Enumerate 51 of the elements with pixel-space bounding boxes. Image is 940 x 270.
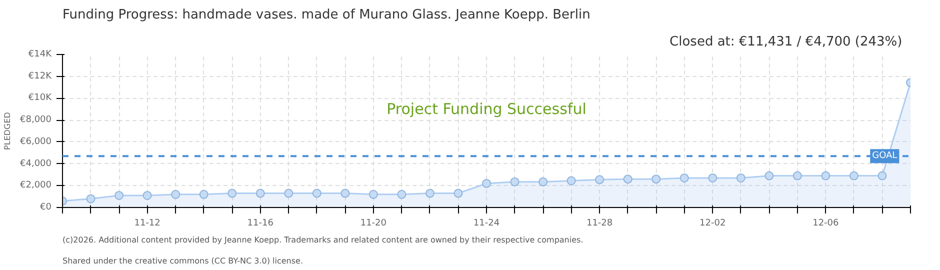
- point: [199, 190, 208, 199]
- point: [454, 188, 463, 198]
- point: [708, 174, 718, 182]
- x-tick-label: 11-12: [134, 218, 160, 228]
- x-tick-label: 12-06: [812, 218, 840, 228]
- annotation: Project Funding Successful: [386, 100, 586, 118]
- chart-subtitle: Closed at: €11,431 / €4,700 (243%): [670, 34, 902, 50]
- y-tick-label: €4,000: [20, 158, 52, 169]
- point: [821, 171, 830, 180]
- chart-title: Funding Progress: handmade vases. made of Murano Glass. Jeanne Koepp. Berlin: [62, 8, 590, 22]
- point: [878, 171, 887, 180]
- point: [623, 174, 632, 184]
- point: [397, 190, 406, 199]
- point: [849, 171, 858, 180]
- point: [736, 174, 746, 182]
- point: [171, 190, 180, 199]
- point: [680, 174, 689, 182]
- x-tick-label: 11-24: [473, 218, 500, 228]
- point: [652, 174, 661, 184]
- x-tick-label: 12-02: [700, 218, 726, 228]
- y-tick-label: €2,000: [20, 180, 52, 191]
- y-tick-label: €0: [40, 202, 52, 212]
- x-tick-label: 11-16: [247, 218, 274, 228]
- point: [482, 178, 491, 188]
- point: [86, 194, 96, 204]
- point: [256, 188, 265, 198]
- point: [114, 190, 124, 200]
- x-tick-label: 11-28: [586, 218, 613, 228]
- point: [595, 175, 604, 184]
- point: [792, 171, 802, 180]
- point: [228, 188, 237, 198]
- y-tick-label: €14K: [28, 50, 53, 60]
- point: [425, 188, 434, 198]
- point: [566, 176, 576, 186]
- y-tick-label: €12K: [28, 71, 53, 82]
- text: (c)2026. Additional content provided by Jeanne Koepp. Trademarks and related content are owned by their respective companies.: [62, 236, 584, 244]
- text: Shared under the creative commons (CC BY-NC 3.0) license.: [62, 256, 303, 266]
- point: [340, 188, 350, 198]
- point: [284, 188, 294, 198]
- point: [312, 188, 322, 198]
- y-axis-title: PLEDGED: [3, 112, 12, 150]
- y-tick-label: €8,000: [20, 115, 52, 126]
- point: [764, 171, 774, 180]
- point: [510, 177, 520, 186]
- y-tick-label: €6,000: [20, 136, 52, 147]
- point: [538, 177, 548, 186]
- point: [368, 190, 378, 199]
- x-tick-label: 11-20: [360, 218, 387, 228]
- y-tick-label: €10K: [28, 93, 53, 104]
- point: [142, 190, 152, 200]
- ref-line-label: GOAL: [872, 151, 898, 162]
